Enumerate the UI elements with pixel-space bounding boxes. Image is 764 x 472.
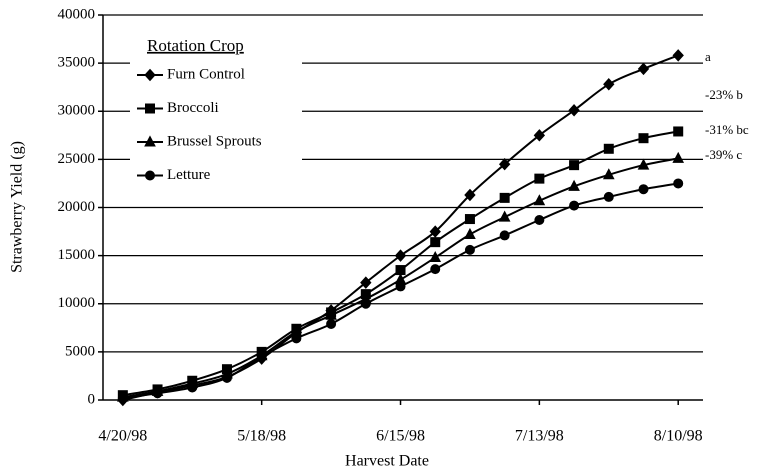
- x-tick-label: 8/10/98: [654, 428, 703, 445]
- marker: [673, 126, 684, 137]
- legend-title: Rotation Crop: [147, 36, 244, 55]
- marker: [534, 173, 545, 184]
- marker: [395, 281, 406, 292]
- marker: [464, 188, 476, 202]
- y-tick-label: 35000: [58, 55, 96, 71]
- y-tick-label: 5000: [65, 343, 95, 359]
- legend-marker: [144, 135, 156, 147]
- annotation: -39% c: [705, 147, 742, 162]
- annotation: -23% b: [705, 87, 743, 102]
- marker: [568, 179, 580, 191]
- y-tick-label: 20000: [58, 199, 96, 215]
- legend-label: Broccoli: [167, 100, 219, 116]
- marker: [498, 157, 511, 171]
- legend-label: Brussel Sprouts: [167, 133, 262, 149]
- marker: [499, 230, 510, 241]
- x-tick-label: 7/13/98: [515, 428, 564, 445]
- marker: [637, 158, 650, 170]
- y-tick-label: 30000: [58, 103, 96, 119]
- annotation: a: [705, 49, 711, 64]
- legend-marker: [145, 170, 155, 181]
- marker: [569, 160, 580, 171]
- marker: [430, 237, 441, 248]
- x-tick-label: 5/18/98: [237, 428, 286, 445]
- marker: [533, 194, 546, 206]
- marker: [360, 276, 372, 289]
- y-axis-label: Strawberry Yield (g): [9, 141, 26, 273]
- marker: [602, 168, 615, 180]
- y-tick-label: 25000: [58, 151, 96, 167]
- marker: [152, 388, 163, 399]
- marker: [603, 191, 614, 202]
- marker: [637, 62, 650, 76]
- marker: [394, 249, 407, 262]
- y-tick-label: 0: [88, 391, 96, 407]
- y-tick-label: 40000: [58, 6, 96, 22]
- x-tick-label: 6/15/98: [376, 428, 425, 445]
- legend-label: Furn Control: [167, 66, 245, 82]
- x-tick-label: 4/20/98: [98, 428, 147, 445]
- marker: [603, 143, 614, 154]
- marker: [569, 200, 580, 211]
- marker: [638, 184, 649, 195]
- marker: [498, 210, 511, 222]
- marker: [360, 298, 371, 309]
- marker: [534, 215, 545, 226]
- marker: [672, 49, 684, 62]
- marker: [187, 382, 198, 393]
- marker: [291, 333, 302, 344]
- marker: [117, 393, 128, 404]
- marker: [464, 214, 475, 225]
- marker: [429, 250, 442, 263]
- marker: [533, 129, 546, 142]
- marker: [672, 151, 685, 163]
- marker: [429, 225, 441, 238]
- y-tick-label: 10000: [58, 295, 96, 311]
- marker: [464, 227, 476, 239]
- x-axis-label: Harvest Date: [345, 453, 429, 470]
- legend-label: Letture: [167, 167, 211, 183]
- marker: [256, 351, 267, 362]
- annotation: -31% bc: [705, 122, 749, 137]
- marker: [430, 264, 441, 275]
- marker: [673, 178, 684, 189]
- legend-marker: [145, 103, 155, 114]
- marker: [499, 192, 510, 203]
- marker: [326, 318, 337, 329]
- y-tick-label: 15000: [58, 247, 96, 263]
- legend-marker: [144, 68, 156, 82]
- marker: [603, 78, 615, 91]
- marker: [638, 133, 649, 144]
- legend-box: [130, 28, 302, 193]
- marker: [221, 372, 232, 383]
- marker: [568, 104, 580, 117]
- marker: [464, 244, 475, 255]
